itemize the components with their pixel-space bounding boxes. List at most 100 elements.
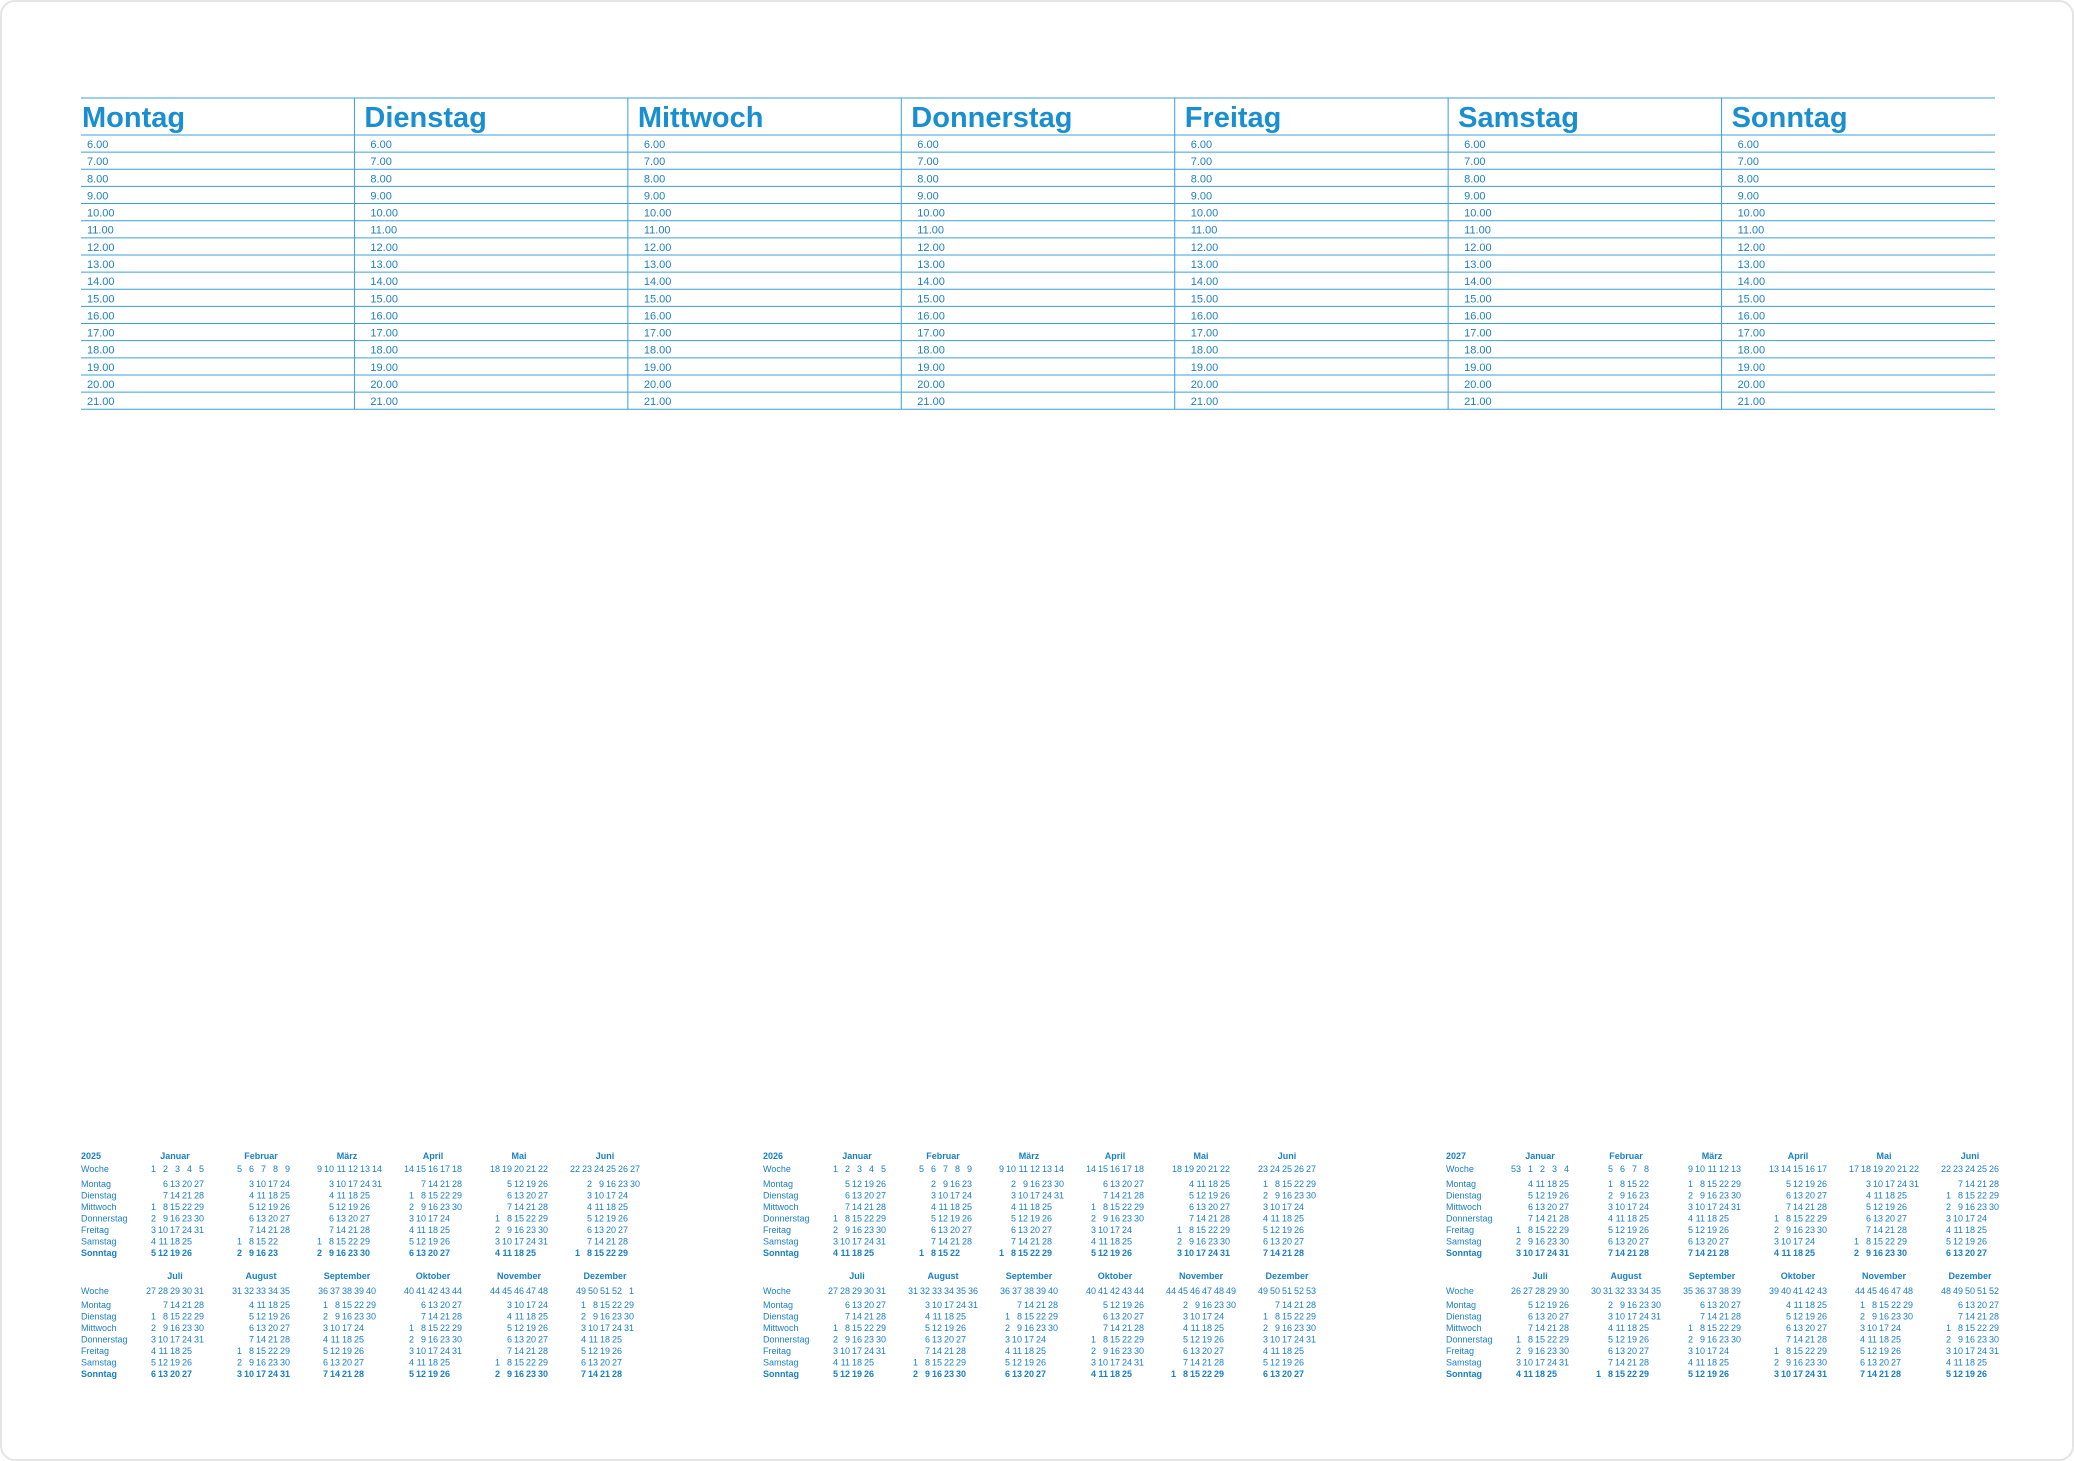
day-number: 5 [833,1369,838,1379]
week-number: 21 [1208,1164,1218,1174]
day-number: 3 [581,1323,586,1333]
day-number: 20 [268,1214,278,1224]
day-number: 21 [1977,1179,1987,1189]
day-number: 8 [1017,1312,1022,1322]
day-number: 24 [268,1369,278,1379]
month-name: März [337,1151,358,1161]
day-number: 7 [163,1191,168,1201]
day-number: 10 [1615,1312,1625,1322]
week-number: 24 [594,1164,604,1174]
day-number: 28 [1042,1237,1052,1247]
week-number: 25 [1282,1164,1292,1174]
week-number: 48 [1903,1286,1913,1296]
day-number: 21 [1627,1248,1637,1258]
day-number: 21 [1208,1214,1218,1224]
day-number: 27 [962,1225,972,1235]
day-number: 20 [526,1335,536,1345]
day-number: 21 [1879,1369,1889,1379]
hour-label: 12.00 [644,242,672,254]
day-number: 1 [1596,1369,1601,1379]
day-number: 28 [1214,1358,1224,1368]
day-number: 15 [342,1300,352,1310]
day-number: 23 [348,1248,358,1258]
day-number: 23 [1214,1300,1224,1310]
day-number: 7 [1786,1335,1791,1345]
day-number: 17 [1535,1248,1545,1258]
day-number: 16 [1879,1312,1889,1322]
day-number: 5 [1183,1335,1188,1345]
day-number: 26 [280,1202,290,1212]
day-number: 22 [526,1214,536,1224]
week-number: 18 [490,1164,500,1174]
day-number: 30 [1306,1191,1316,1201]
day-number: 17 [1627,1312,1637,1322]
day-number: 23 [864,1335,874,1345]
day-number: 5 [1860,1346,1865,1356]
week-number: 39 [1731,1286,1741,1296]
hour-label: 19.00 [1191,362,1219,374]
day-number: 2 [1516,1346,1521,1356]
day-number: 31 [1054,1191,1064,1201]
row-label: Dienstag [81,1191,117,1201]
day-number: 5 [1189,1191,1194,1201]
day-number: 15 [256,1346,266,1356]
hour-label: 8.00 [644,173,665,185]
day-number: 8 [1103,1335,1108,1345]
year-label: 2025 [81,1151,101,1161]
day-number: 1 [1774,1346,1779,1356]
day-number: 20 [342,1358,352,1368]
day-number: 25 [956,1312,966,1322]
row-label: Dienstag [1446,1312,1482,1322]
day-number: 27 [1294,1369,1304,1379]
week-number: 22 [1220,1164,1230,1174]
day-number: 3 [1866,1179,1871,1189]
hour-label: 12.00 [1738,242,1766,254]
day-number: 21 [1977,1312,1987,1322]
day-number: 3 [833,1237,838,1247]
week-number: 1 [629,1286,634,1296]
day-number: 26 [618,1214,628,1224]
day-number: 24 [280,1179,290,1189]
day-number: 29 [1306,1312,1316,1322]
day-number: 5 [323,1346,328,1356]
day-number: 23 [440,1202,450,1212]
day-number: 12 [158,1248,168,1258]
day-number: 21 [440,1179,450,1189]
day-number: 7 [1189,1214,1194,1224]
day-number: 9 [1786,1225,1791,1235]
month-name: Januar [842,1151,872,1161]
day-number: 10 [330,1323,340,1333]
day-number: 9 [1528,1346,1533,1356]
day-number: 26 [440,1369,450,1379]
day-number: 27 [1731,1300,1741,1310]
day-number: 28 [538,1202,548,1212]
day-number: 3 [237,1369,242,1379]
day-number: 1 [151,1202,156,1212]
week-number: 35 [956,1286,966,1296]
day-number: 7 [1958,1179,1963,1189]
hour-label: 11.00 [1464,225,1491,237]
day-number: 13 [1110,1312,1120,1322]
week-number: 19 [502,1164,512,1174]
day-number: 31 [194,1335,204,1345]
month-name: Februar [1609,1151,1643,1161]
week-number: 22 [1909,1164,1919,1174]
hour-label: 15.00 [370,293,398,305]
week-number: 27 [630,1164,640,1174]
day-number: 1 [1171,1369,1176,1379]
day-number: 3 [1263,1335,1268,1345]
day-number: 5 [587,1214,592,1224]
day-number: 1 [833,1214,838,1224]
day-number: 1 [237,1346,242,1356]
hour-label: 9.00 [644,190,665,202]
day-number: 19 [268,1312,278,1322]
week-number: 21 [526,1164,536,1174]
day-number: 17 [950,1191,960,1201]
day-number: 13 [938,1225,948,1235]
day-number: 1 [1091,1335,1096,1345]
week-number: 14 [404,1164,414,1174]
day-number: 4 [1091,1237,1096,1247]
month-name: April [1788,1151,1809,1161]
day-header: Dienstag [364,102,486,134]
week-number: 36 [1000,1286,1010,1296]
